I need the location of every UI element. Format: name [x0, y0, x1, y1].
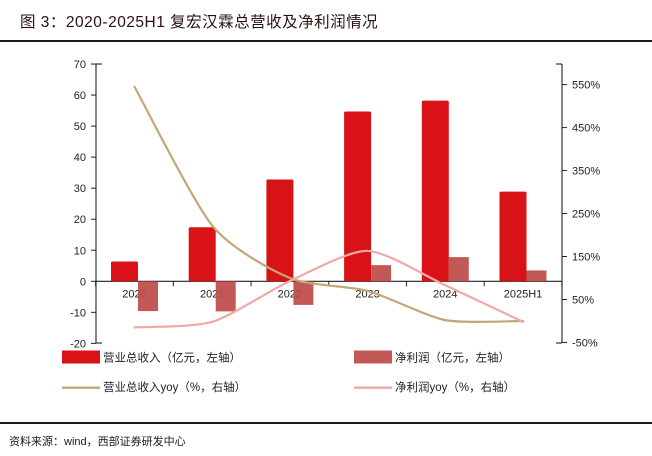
- svg-text:净利润yoy（%，右轴）: 净利润yoy（%，右轴）: [395, 380, 515, 394]
- svg-text:70: 70: [74, 59, 86, 71]
- svg-text:450%: 450%: [572, 123, 600, 135]
- svg-text:-50%: -50%: [572, 337, 598, 349]
- svg-text:150%: 150%: [572, 252, 600, 264]
- svg-text:净利润（亿元，左轴）: 净利润（亿元，左轴）: [395, 351, 510, 365]
- svg-text:550%: 550%: [572, 80, 600, 92]
- svg-text:50%: 50%: [572, 294, 594, 306]
- svg-text:30: 30: [74, 183, 86, 195]
- svg-text:营业总收入（亿元，左轴）: 营业总收入（亿元，左轴）: [103, 351, 241, 365]
- svg-text:50: 50: [74, 121, 86, 133]
- svg-text:2025H1: 2025H1: [504, 288, 543, 300]
- svg-text:0: 0: [80, 276, 86, 288]
- svg-text:-20: -20: [70, 338, 86, 350]
- svg-text:250%: 250%: [572, 209, 600, 221]
- svg-text:60: 60: [74, 90, 86, 102]
- svg-text:10: 10: [74, 245, 86, 257]
- svg-text:20: 20: [74, 214, 86, 226]
- svg-text:营业总收入yoy（%，右轴）: 营业总收入yoy（%，右轴）: [103, 380, 246, 394]
- svg-text:-10: -10: [70, 307, 86, 319]
- svg-text:40: 40: [74, 152, 86, 164]
- svg-text:350%: 350%: [572, 166, 600, 178]
